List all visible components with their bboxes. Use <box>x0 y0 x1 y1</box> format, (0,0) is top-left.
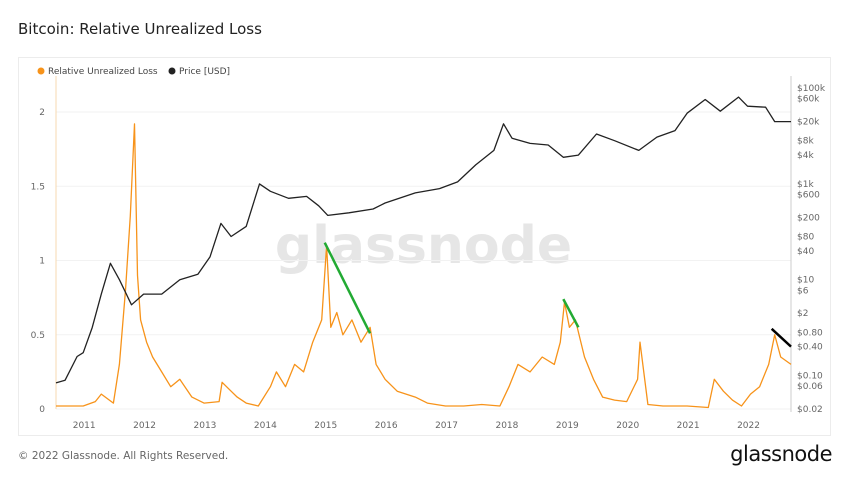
y-right-tick-label: $200 <box>797 213 820 223</box>
legend-rul-marker <box>37 67 45 75</box>
y-right-tick-label: $6 <box>797 286 809 296</box>
y-right-tick-label: $0.40 <box>797 343 823 353</box>
chart-title: Bitcoin: Relative Unrealized Loss <box>18 20 262 38</box>
trend-annotation-line <box>323 242 372 334</box>
x-tick-label: 2015 <box>314 421 337 431</box>
y-right-tick-label: $0.80 <box>797 328 823 338</box>
x-tick-label: 2011 <box>73 421 96 431</box>
y-right-tick-label: $600 <box>797 191 820 201</box>
x-tick-label: 2017 <box>435 421 458 431</box>
y-left-tick-label: 2 <box>39 108 45 118</box>
y-right-tick-label: $2 <box>797 309 808 319</box>
copyright: © 2022 Glassnode. All Rights Reserved. <box>18 450 229 462</box>
chart-svg: glassnode 0 0.5 1 1.5 2 $0.02 $0.06$0.10 $0.40 $0… <box>31 67 826 431</box>
rul-line <box>56 123 792 409</box>
x-tick-label: 2020 <box>616 421 639 431</box>
y-right-tick-label: $8k <box>797 137 814 147</box>
y-right-tick-label: $100k <box>797 84 826 94</box>
y-right-tick-label: $4k <box>797 151 814 161</box>
trend-annotation-line <box>562 298 580 328</box>
y-left-tick-label: 0.5 <box>31 331 45 341</box>
x-tick-label: 2022 <box>737 421 760 431</box>
y-left-tick-label: 1 <box>39 257 45 267</box>
y-left-tick-label: 0 <box>39 405 45 415</box>
x-tick-label: 2018 <box>495 421 518 431</box>
y-right-tick-label: $20k <box>797 118 820 128</box>
x-tick-label: 2019 <box>556 421 579 431</box>
x-tick-label: 2016 <box>375 421 398 431</box>
chart-panel: glassnode 0 0.5 1 1.5 2 $0.02 $0.06 $0.10 $0.40 $0… <box>18 57 831 436</box>
y-right-tick-label: $10 <box>797 276 814 286</box>
y-right-tick-label: $80 <box>797 232 814 242</box>
y-right-tick-label: $0.10 <box>797 372 823 382</box>
x-tick-label: 2013 <box>194 421 217 431</box>
legend-price-marker <box>168 67 176 75</box>
y-right-tick-label: $0.06 <box>797 382 823 392</box>
x-tick-label: 2014 <box>254 421 277 431</box>
y-right-tick-label: $40 <box>797 247 814 257</box>
watermark: glassnode <box>275 216 572 276</box>
x-tick-label: 2012 <box>133 421 156 431</box>
glassnode-logo: glassnode <box>730 442 832 466</box>
legend-price-label: Price [USD] <box>179 67 230 77</box>
y-right-tick-label: $0.02 <box>797 405 823 415</box>
y-right-tick-label: $60k <box>797 95 820 105</box>
x-tick-label: 2021 <box>677 421 700 431</box>
legend-rul-label: Relative Unrealized Loss <box>48 67 158 77</box>
trend-annotation-line <box>770 327 792 348</box>
y-left-tick-label: 1.5 <box>31 182 45 192</box>
y-right-tick-label: $1k <box>797 180 814 190</box>
price-line <box>55 96 791 384</box>
